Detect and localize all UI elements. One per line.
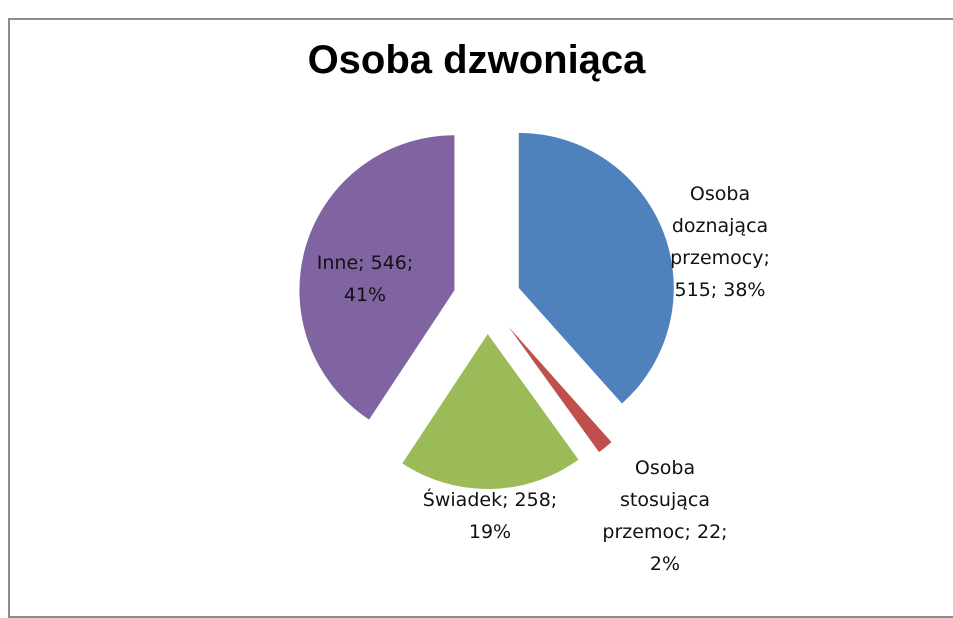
pie-chart [299, 132, 674, 489]
data-label: Świadek; 258; 19% [422, 489, 558, 543]
page: {"chart_data": {"type": "pie", "title": … [8, 18, 953, 618]
chart-title: Osoba dzwoniąca [307, 38, 646, 82]
pie-slice [508, 326, 612, 453]
pie-slice [518, 132, 674, 404]
data-label: Osoba doznająca przemocy; 515; 38% [670, 183, 770, 301]
pie-slice [299, 135, 455, 420]
pie-slice [402, 333, 579, 489]
data-label: Osoba stosująca przemoc; 22; 2% [602, 457, 728, 575]
data-label: Inne; 546; 41% [316, 252, 414, 306]
